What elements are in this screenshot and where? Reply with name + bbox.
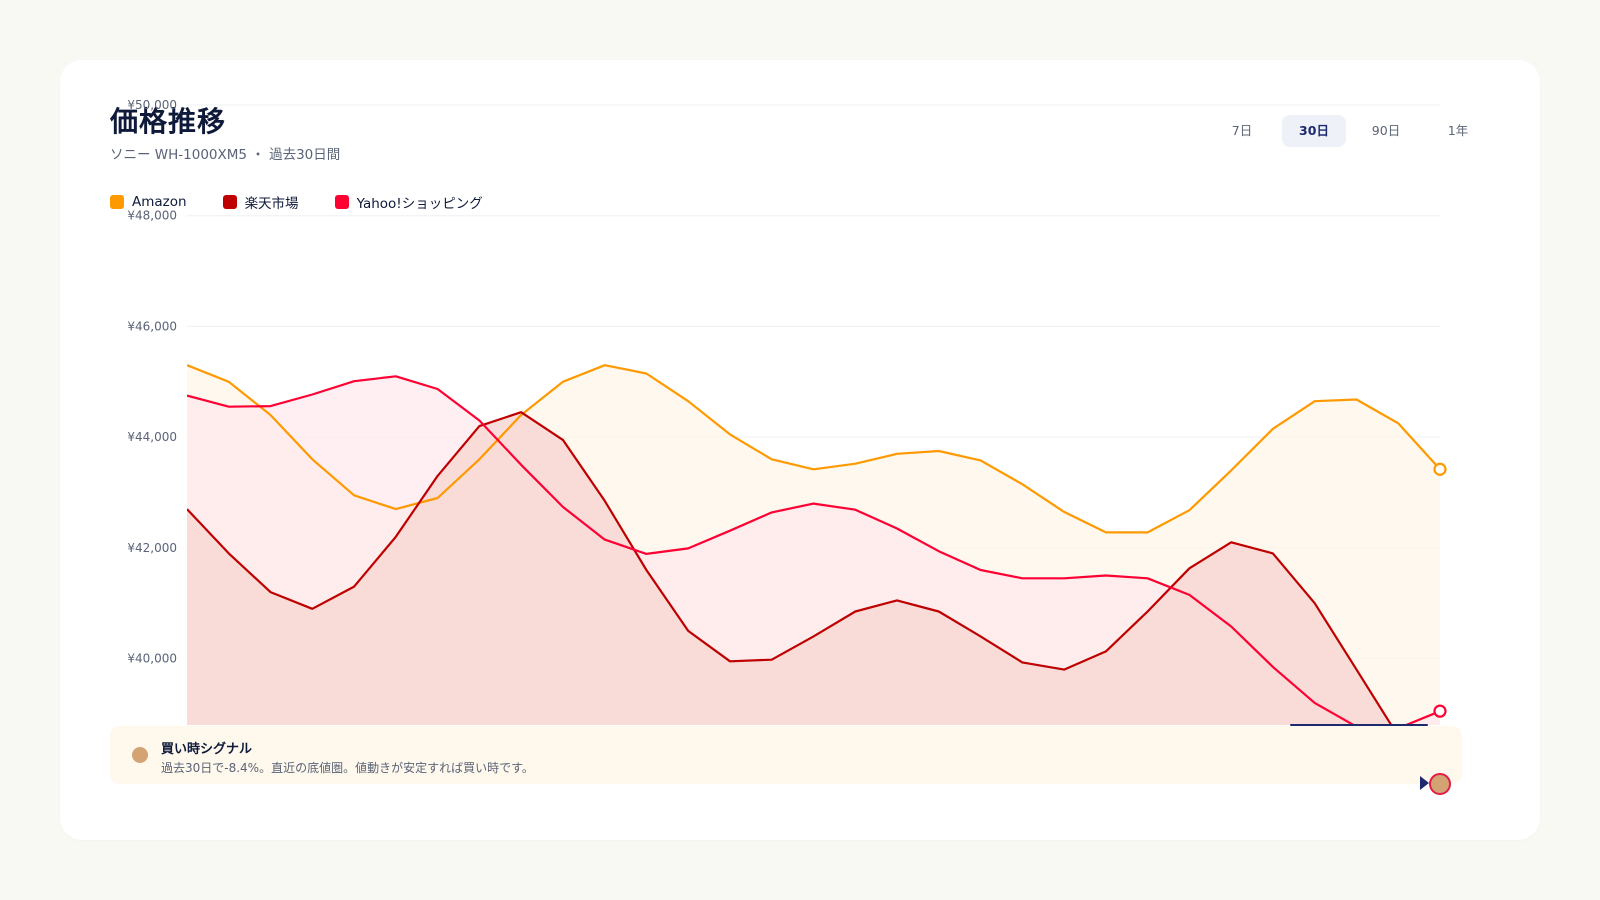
y-tick-label: ¥48,000 [127,209,177,223]
y-tick-label: ¥44,000 [127,430,177,444]
signal-dot-icon [132,747,148,763]
y-tick-label: ¥46,000 [127,319,177,333]
legend-label-rakuten: 楽天市場 [244,196,299,212]
tab-1y[interactable]: 1年 [1447,123,1469,138]
signal-title: 買い時シグナル [161,742,253,757]
buy-signal-banner: 買い時シグナル 過去30日で-8.4%。直近の底値圏。値動きが安定すれば買い時で… [110,726,1462,784]
page-title: 価格推移 [110,105,227,138]
end-point-marker-2 [1433,704,1447,718]
legend-item-yahoo[interactable]: Yahoo!ショッピング [334,192,483,212]
legend-swatch-rakuten [222,195,237,209]
end-point-marker-0 [1433,462,1447,476]
tab-7d[interactable]: 7日 [1231,123,1253,138]
series-line-2 [187,375,1441,725]
tab-30d[interactable]: 30日 [1282,115,1346,147]
legend-item-rakuten[interactable]: 楽天市場 [222,192,299,212]
legend-swatch-amazon [110,195,124,209]
range-tabs: 7日 30日 90日 1年 [1210,115,1490,147]
y-tick-label: ¥42,000 [127,541,177,555]
tab-90d[interactable]: 90日 [1371,123,1401,138]
price-chart: ¥40,000 ¥42,000 ¥44,000 ¥46,000 ¥48,000 ¥50,0… [127,98,1447,725]
series-line-0 [187,364,1441,534]
legend-swatch-yahoo [334,195,349,209]
plot-area [187,364,1441,725]
signal-text: 過去30日で-8.4%。直近の底値圏。値動きが安定すれば買い時です。 [161,761,534,775]
legend-item-amazon[interactable]: Amazon [110,192,187,212]
y-tick-label: ¥50,000 [127,98,177,112]
price-history-card: 価格推移 ソニー WH-1000XM5 ・ 過去30日間 7日 30日 90日 … [60,60,1540,840]
tooltip-accent-line [1290,724,1428,726]
y-tick-label: ¥40,000 [127,652,177,666]
chart-legend: Amazon 楽天市場 Yahoo!ショッピング [110,192,483,212]
cursor-arrow-icon [1420,776,1429,790]
legend-label-yahoo: Yahoo!ショッピング [356,196,483,212]
series-line-1 [187,411,1393,725]
series-area-1 [187,412,1392,725]
legend-label-amazon: Amazon [132,194,187,210]
page-subtitle: ソニー WH-1000XM5 ・ 過去30日間 [110,147,341,163]
floating-action-button[interactable] [1429,773,1451,795]
